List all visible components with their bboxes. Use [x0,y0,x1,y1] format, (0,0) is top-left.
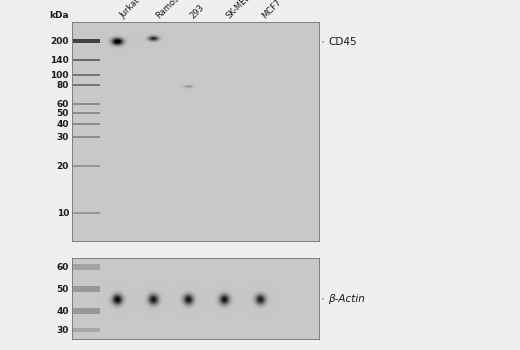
Text: MCF7: MCF7 [261,0,283,20]
Text: Jurkat: Jurkat [118,0,141,20]
Text: 60: 60 [57,100,69,109]
Text: kDa: kDa [49,11,69,20]
Text: 140: 140 [50,56,69,65]
Text: 20: 20 [57,162,69,170]
Text: 40: 40 [57,120,69,129]
Text: 10: 10 [57,209,69,218]
Text: CD45: CD45 [328,37,357,47]
Text: 200: 200 [50,37,69,46]
Text: β-Actin: β-Actin [328,294,365,304]
Text: 30: 30 [57,133,69,142]
Text: 50: 50 [57,109,69,118]
Text: 60: 60 [57,263,69,272]
Text: 293: 293 [189,2,206,20]
Text: 40: 40 [57,307,69,316]
Text: 50: 50 [57,285,69,294]
Text: 30: 30 [57,326,69,335]
Text: Ramos: Ramos [154,0,180,20]
Text: 80: 80 [57,81,69,90]
Text: SK-MEL-28: SK-MEL-28 [225,0,262,20]
Text: 100: 100 [50,71,69,80]
